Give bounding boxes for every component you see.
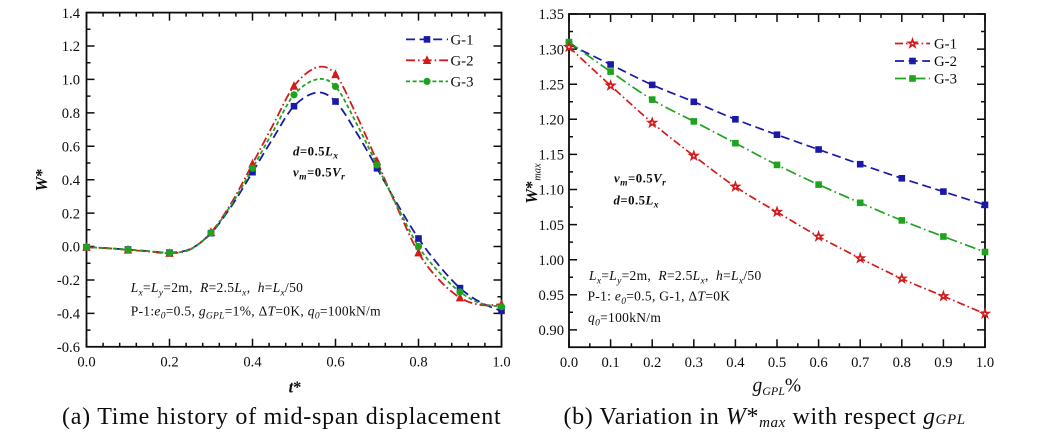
- svg-text:G-1: G-1: [934, 37, 957, 53]
- svg-text:1.05: 1.05: [538, 218, 564, 234]
- svg-text:0.95: 0.95: [538, 288, 564, 304]
- svg-text:W*: W*: [32, 169, 51, 192]
- svg-text:t*: t*: [289, 378, 302, 397]
- svg-text:0.4: 0.4: [243, 355, 262, 371]
- svg-text:1.0: 1.0: [62, 73, 80, 89]
- svg-text:0.3: 0.3: [685, 355, 703, 371]
- svg-text:1.0: 1.0: [492, 355, 510, 371]
- svg-text:0.6: 0.6: [326, 355, 344, 371]
- svg-text:1.25: 1.25: [538, 77, 564, 93]
- svg-text:0.90: 0.90: [538, 323, 564, 339]
- svg-text:1.10: 1.10: [538, 183, 564, 199]
- svg-text:gGPL​%: gGPL​%: [753, 376, 802, 399]
- svg-text:0.8: 0.8: [409, 355, 427, 371]
- svg-text:0.2: 0.2: [643, 355, 661, 371]
- svg-text:1.15: 1.15: [538, 148, 564, 164]
- svg-text:G-1: G-1: [451, 33, 474, 49]
- svg-text:1.2: 1.2: [62, 39, 80, 55]
- svg-text:1.0: 1.0: [976, 355, 994, 371]
- svg-text:1.00: 1.00: [538, 253, 564, 269]
- svg-text:W*max​: W*max​: [522, 163, 543, 204]
- svg-text:0.4: 0.4: [726, 355, 745, 371]
- svg-text:1.30: 1.30: [538, 42, 564, 58]
- svg-text:0.9: 0.9: [934, 355, 952, 371]
- svg-text:0.1: 0.1: [601, 355, 619, 371]
- svg-text:0.6: 0.6: [62, 140, 80, 156]
- svg-text:1.35: 1.35: [538, 7, 564, 23]
- svg-text:(a) Time history of mid-span d: (a) Time history of mid-span displacemen…: [62, 404, 501, 430]
- svg-text:G-3: G-3: [934, 72, 957, 88]
- svg-text:0.7: 0.7: [851, 355, 869, 371]
- svg-text:0.2: 0.2: [160, 355, 178, 371]
- svg-text:G-2: G-2: [934, 54, 957, 70]
- svg-text:0.0: 0.0: [77, 355, 95, 371]
- svg-text:0.2: 0.2: [62, 206, 80, 222]
- svg-text:0.0: 0.0: [62, 240, 80, 256]
- svg-text:-0.2: -0.2: [57, 273, 80, 289]
- svg-text:0.6: 0.6: [809, 355, 827, 371]
- svg-text:d=0.5Lx​: d=0.5Lx​: [614, 194, 659, 211]
- svg-text:1.20: 1.20: [538, 113, 564, 129]
- svg-text:0.5: 0.5: [768, 355, 786, 371]
- svg-text:-0.6: -0.6: [57, 340, 80, 356]
- svg-text:-0.4: -0.4: [57, 307, 81, 323]
- svg-text:0.8: 0.8: [62, 106, 80, 122]
- svg-text:Lx​=Ly​=2m, R=2.5Lx​, h=Lx​/: Lx​=Ly​=2m, R=2.5Lx​, h=Lx​/50: [130, 280, 304, 298]
- svg-text:G-3: G-3: [451, 75, 474, 91]
- svg-text:1.4: 1.4: [62, 6, 81, 22]
- svg-text:0.4: 0.4: [62, 173, 81, 189]
- svg-text:G-2: G-2: [451, 54, 474, 70]
- svg-text:q0​=100kN/m: q0​=100kN/m: [588, 310, 661, 328]
- svg-text:0.8: 0.8: [893, 355, 911, 371]
- svg-text:Lx​=Ly​=2m, R=2.5Lx​, h=Lx​/: Lx​=Ly​=2m, R=2.5Lx​, h=Lx​/50: [588, 268, 762, 286]
- svg-text:0.0: 0.0: [560, 355, 578, 371]
- svg-text:d=0.5Lx​: d=0.5Lx​: [293, 145, 338, 162]
